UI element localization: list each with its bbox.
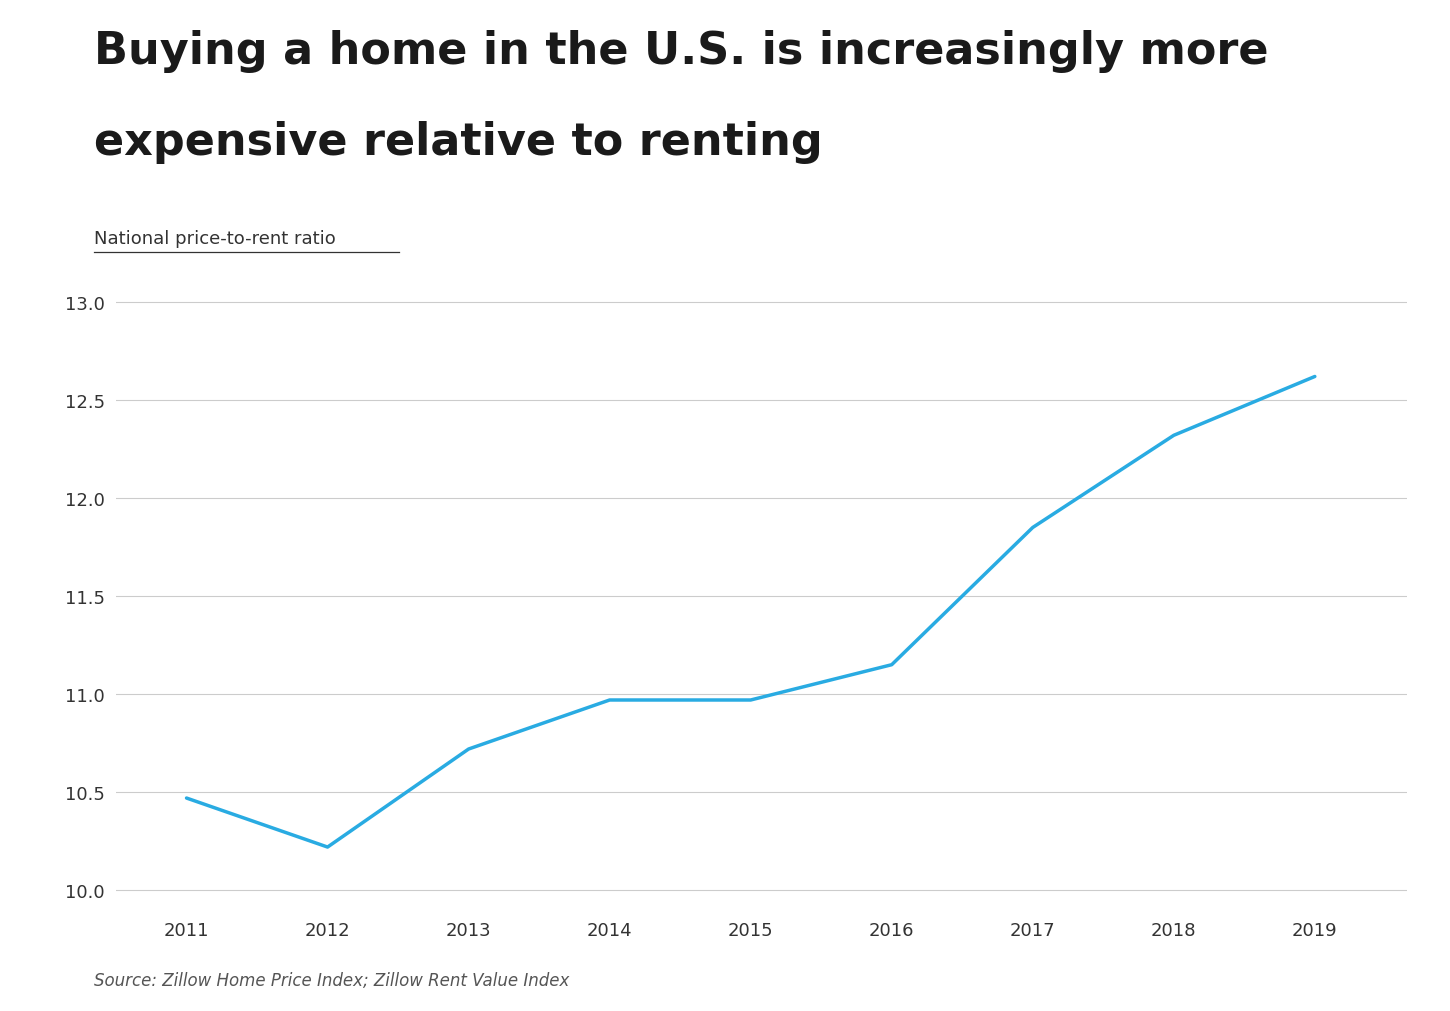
Text: National price-to-rent ratio: National price-to-rent ratio — [94, 229, 336, 248]
Text: expensive relative to renting: expensive relative to renting — [94, 121, 824, 164]
Text: Source: Zillow Home Price Index; Zillow Rent Value Index: Source: Zillow Home Price Index; Zillow … — [94, 971, 570, 989]
Text: Buying a home in the U.S. is increasingly more: Buying a home in the U.S. is increasingl… — [94, 30, 1269, 73]
